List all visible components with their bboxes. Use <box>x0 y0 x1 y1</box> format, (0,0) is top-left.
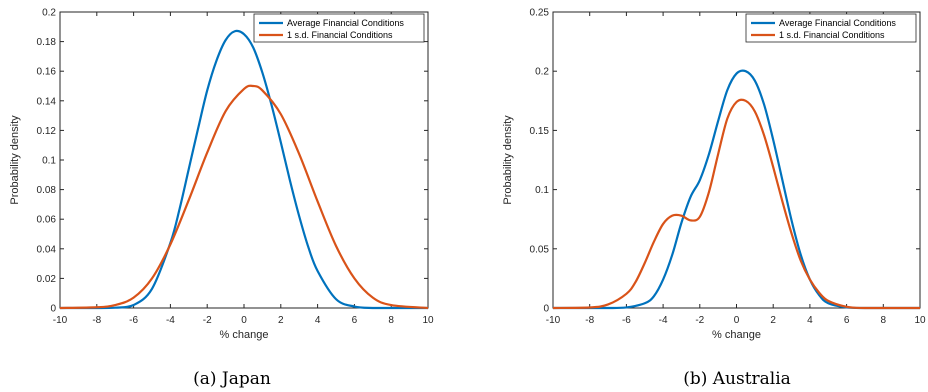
legend-entry: 1 s.d. Financial Conditions <box>779 30 885 40</box>
x-tick-label: 0 <box>734 315 740 326</box>
x-tick-label: 8 <box>881 315 887 326</box>
x-tick-label: 10 <box>914 315 926 326</box>
x-tick-label: 2 <box>770 315 776 326</box>
y-tick-label: 0.02 <box>37 274 57 285</box>
series-line-1sd <box>59 84 429 310</box>
y-tick-label: 0.04 <box>37 244 57 255</box>
legend-box <box>253 13 425 43</box>
figure-caption: (a) Japan <box>193 369 271 389</box>
x-tick-label: -2 <box>203 315 212 326</box>
x-tick-label: -4 <box>659 315 668 326</box>
x-tick-label: -6 <box>622 315 631 326</box>
y-tick-label: 0.05 <box>530 244 550 255</box>
y-tick-label: 0.25 <box>530 8 550 19</box>
y-tick-label: 0 <box>543 304 549 315</box>
legend-entry: Average Financial Conditions <box>779 18 896 28</box>
y-tick-label: 0.08 <box>37 185 57 196</box>
x-axis-label: % change <box>220 329 269 341</box>
y-axis-label: Probability density <box>502 115 514 205</box>
series-line-average <box>552 69 920 310</box>
x-tick-label: 6 <box>844 315 850 326</box>
y-tick-label: 0.1 <box>535 185 549 196</box>
y-tick-label: 0.14 <box>37 96 57 107</box>
chart-australia: -10 -8 -6 -4 -2 0 2 4 6 8 10 0 0.05 0.1 0.15 0.2 0.25 % c… <box>502 8 926 390</box>
legend-entry: Average Financial Conditions <box>287 18 404 28</box>
y-tick-label: 0.1 <box>42 156 56 167</box>
x-tick-label: -2 <box>695 315 704 326</box>
x-tick-label: 2 <box>278 315 284 326</box>
y-tick-label: 0.12 <box>37 126 57 137</box>
series-line-average <box>59 29 428 310</box>
y-tick-label: 0 <box>50 304 56 315</box>
y-tick-label: 0.16 <box>37 67 57 78</box>
x-tick-label: -6 <box>129 315 138 326</box>
y-tick-label: 0.06 <box>37 215 57 226</box>
plot-area <box>59 11 429 309</box>
x-tick-label: -4 <box>166 315 175 326</box>
x-tick-label: -10 <box>53 315 68 326</box>
x-tick-label: -8 <box>92 315 101 326</box>
y-axis-label: Probability density <box>9 115 21 205</box>
x-tick-label: 4 <box>315 315 321 326</box>
y-tick-label: 0.18 <box>37 37 57 48</box>
y-tick-label: 0.2 <box>42 8 56 19</box>
legend-entry: 1 s.d. Financial Conditions <box>287 30 393 40</box>
y-tick-label: 0.15 <box>530 126 550 137</box>
x-tick-label: 8 <box>388 315 394 326</box>
figure-caption: (b) Australia <box>683 369 791 389</box>
chart-japan: -10 -8 -6 -4 -2 0 2 4 6 8 10 0 0.02 0.04 0.06 0.08 0.1 0.… <box>9 8 434 390</box>
x-axis-label: % change <box>712 329 761 341</box>
legend-box <box>745 13 917 43</box>
x-tick-label: 0 <box>241 315 247 326</box>
x-tick-label: 6 <box>352 315 358 326</box>
x-tick-label: -10 <box>546 315 561 326</box>
series-line-1sd <box>552 98 920 310</box>
x-tick-label: 4 <box>807 315 813 326</box>
y-tick-label: 0.2 <box>535 67 549 78</box>
plot-area <box>552 11 921 309</box>
x-tick-label: -8 <box>585 315 594 326</box>
x-tick-label: 10 <box>422 315 434 326</box>
